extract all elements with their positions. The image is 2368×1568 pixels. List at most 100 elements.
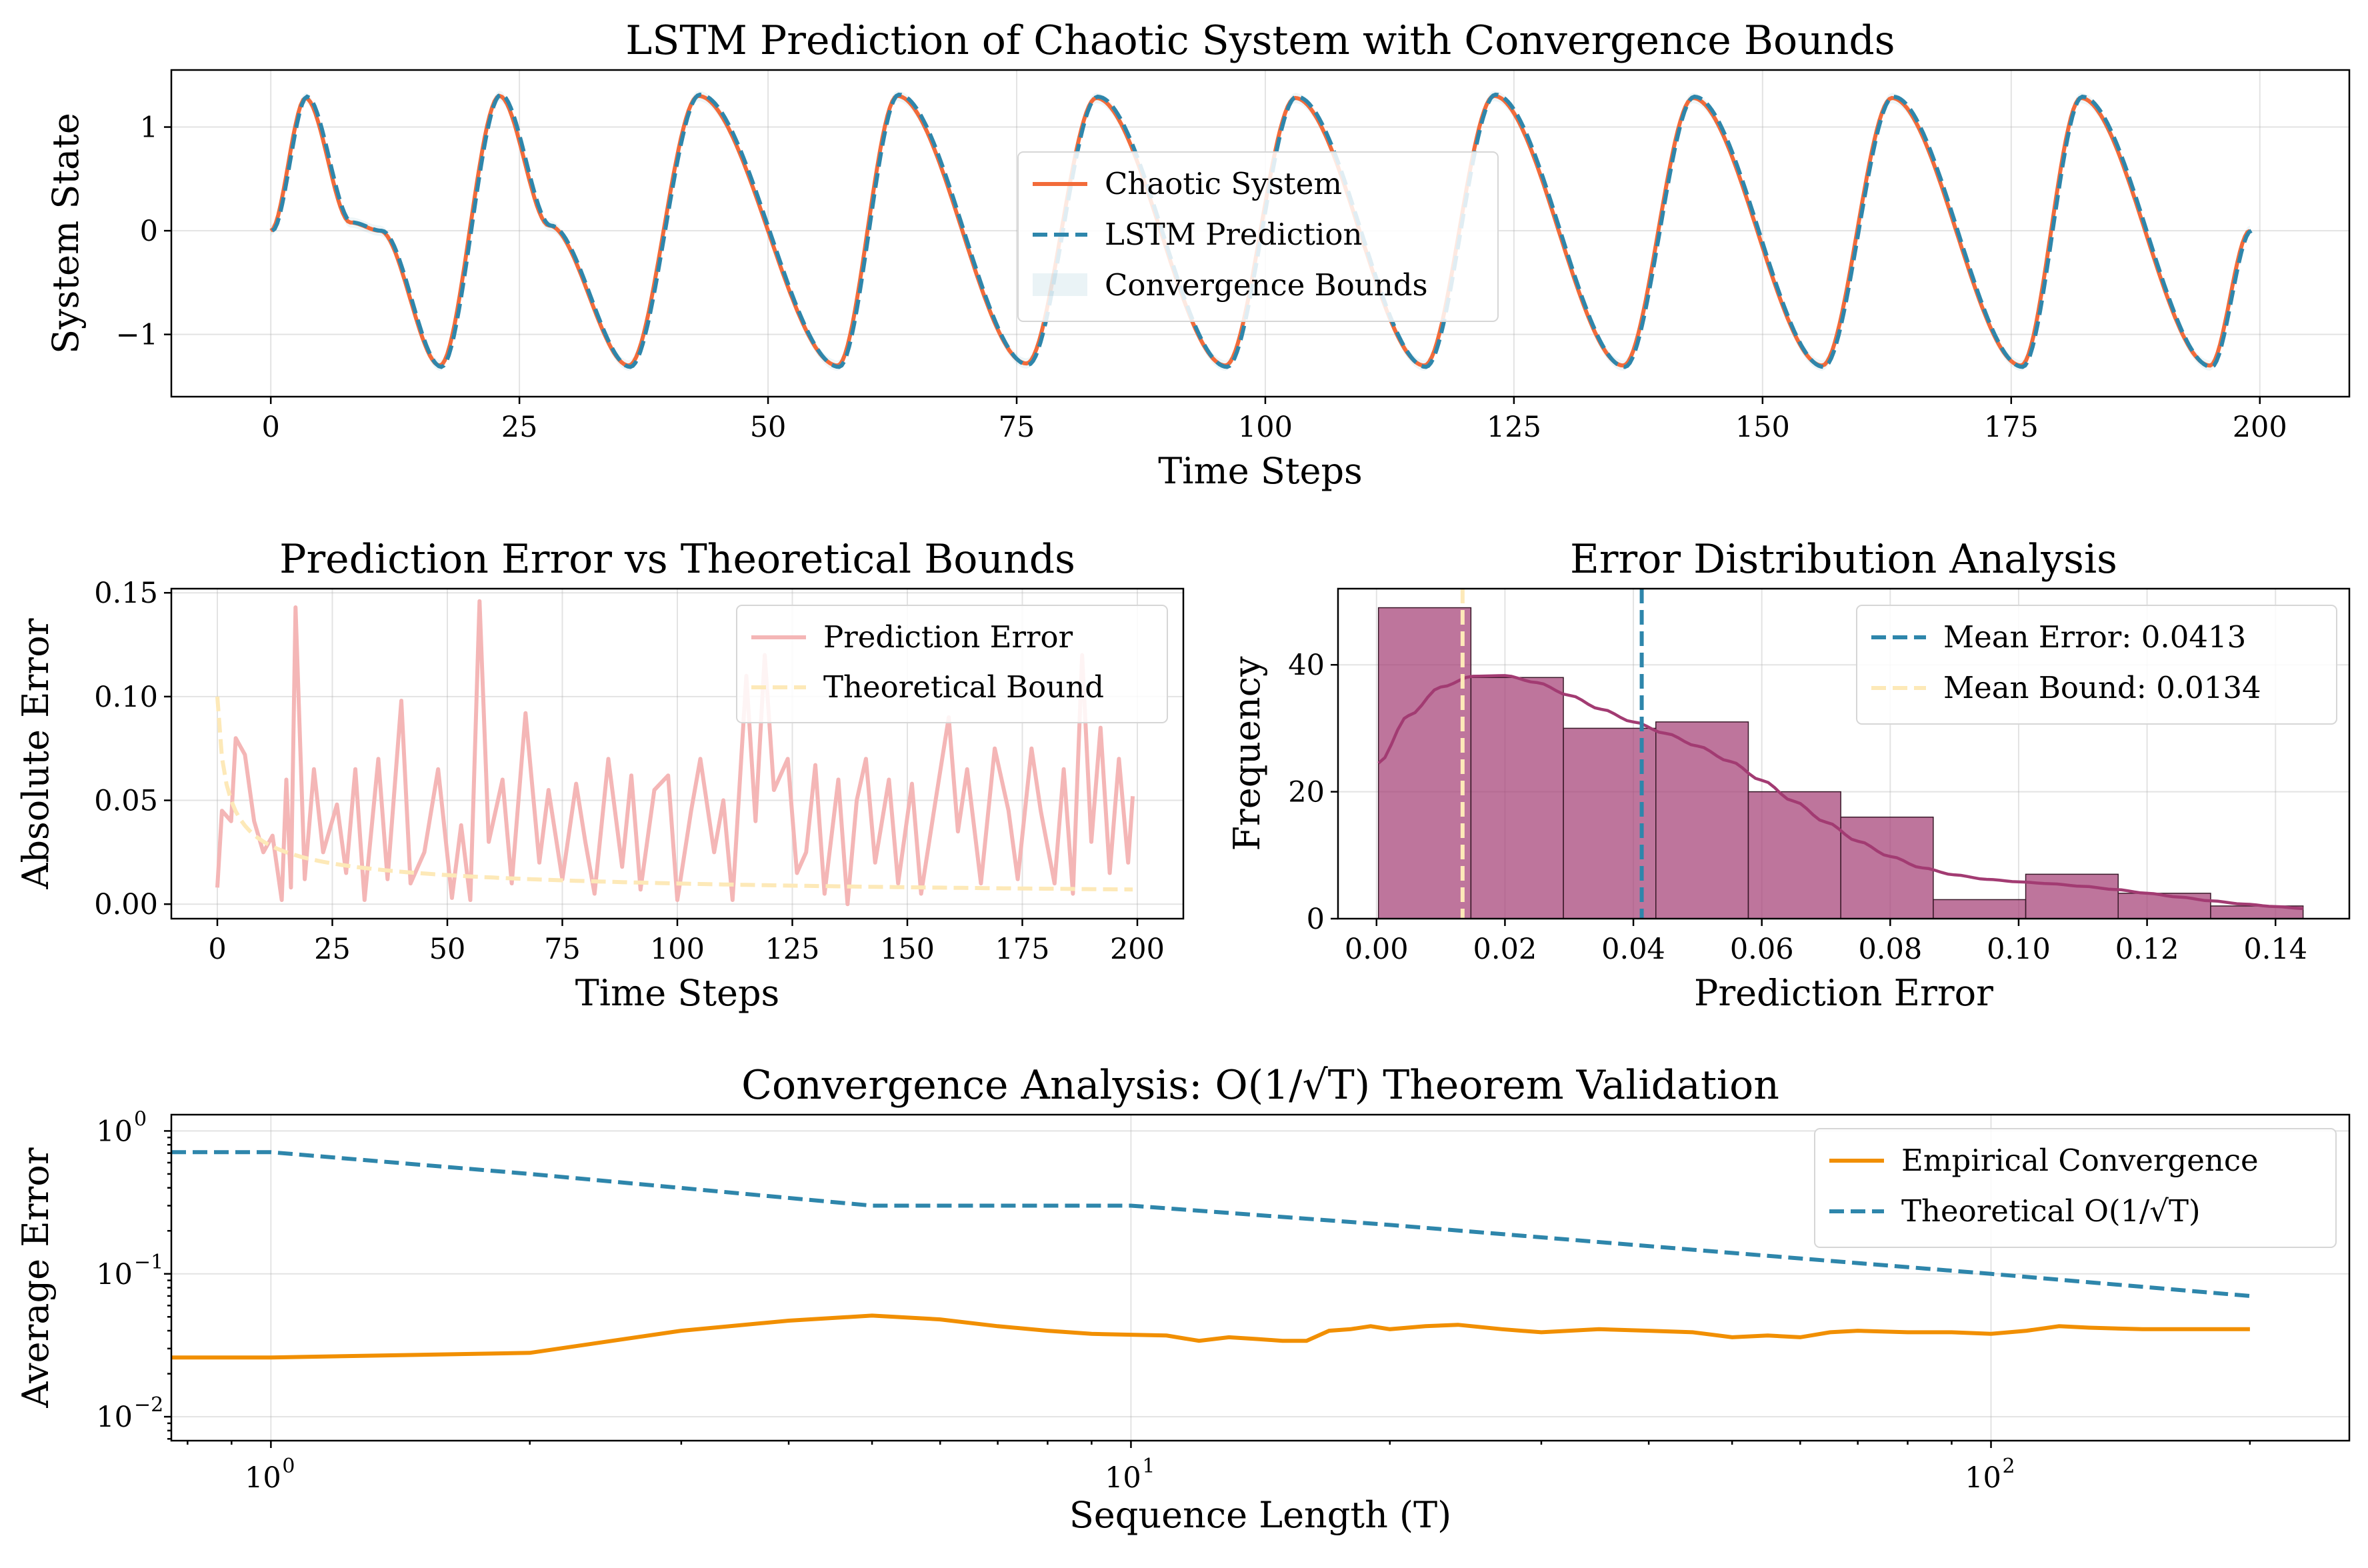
legend-box	[736, 605, 1168, 723]
x-tick-exponent: 0	[282, 1455, 295, 1478]
axes-frame	[170, 587, 1185, 920]
x-tick-label: 125	[765, 933, 819, 966]
x-tick-label: 175	[995, 933, 1049, 966]
legend-label: Theoretical Bound	[823, 669, 1104, 705]
legend-label: Mean Bound: 0.0134	[1943, 670, 2261, 705]
x-tick-label: 0.08	[1858, 933, 1922, 966]
y-tick-label: 40	[1288, 649, 1325, 682]
legend-swatch	[1033, 273, 1087, 296]
legend: Mean Error: 0.0413 Mean Bound: 0.0134	[1856, 605, 2337, 725]
y-tick-label: 10	[96, 1401, 133, 1434]
x-tick-label: 100	[650, 933, 705, 966]
x-tick-label: 150	[1735, 411, 1790, 444]
x-tick-label: 175	[1984, 411, 2039, 444]
chart-middle-right: 0.00 0.02 0.04 0.06 0.08 0.10 0.12 0.14 0 20 40 Err…	[1226, 536, 2351, 1014]
x-tick-label: 125	[1487, 411, 1541, 444]
axes-frame	[170, 1113, 2351, 1442]
gridlines	[171, 589, 1183, 919]
x-tick-label: 0.02	[1473, 933, 1537, 966]
y-tick-label: 0.10	[94, 681, 158, 714]
x-tick-label: 10	[245, 1461, 281, 1495]
x-tick-label: 10	[1965, 1461, 2001, 1495]
chart-title: LSTM Prediction of Chaotic System with C…	[625, 17, 1895, 64]
y-tick-label: 0	[140, 215, 158, 248]
x-tick-label: 50	[750, 411, 787, 444]
plot-area	[1377, 589, 2304, 919]
y-tick-label: 0.00	[94, 888, 158, 921]
histogram-bar	[1747, 791, 1841, 919]
x-tick-label: 0.14	[2243, 933, 2307, 966]
histogram-bar	[1470, 677, 1564, 919]
x-axis-label: Time Steps	[1158, 450, 1363, 492]
chart-top: 0 25 50 75 100 125 150 175 200 −1 0 1 LSTM Predictio…	[45, 17, 2351, 492]
x-tick-label: 25	[314, 933, 351, 966]
kde-curve	[1377, 674, 2303, 911]
x-axis-label: Time Steps	[575, 972, 780, 1014]
y-axis-label: Absolute Error	[15, 618, 57, 889]
theoretical-bound-line	[215, 696, 1133, 892]
chart-middle-left: 0 25 50 75 100 125 150 175 200 0.00 0.05 0.10 0.15 Pr…	[15, 536, 1185, 1014]
x-tick-label: 50	[429, 933, 466, 966]
axes-frame	[170, 69, 2351, 398]
legend: Empirical Convergence Theoretical O(1/√T)	[1814, 1128, 2337, 1248]
x-tick-label: 200	[2233, 411, 2287, 444]
axes-frame	[1337, 587, 2351, 920]
x-tick-label: 0.04	[1601, 933, 1665, 966]
y-tick-label: −1	[116, 319, 158, 352]
plot-area	[215, 599, 1135, 907]
histogram-bar	[1933, 899, 2027, 919]
chart-title: Prediction Error vs Theoretical Bounds	[279, 536, 1075, 583]
y-tick-exponent: −2	[134, 1393, 163, 1417]
x-tick-label: 0.10	[1987, 933, 2051, 966]
x-axis-label: Sequence Length (T)	[1069, 1494, 1451, 1536]
histogram-bar	[1377, 607, 1472, 919]
legend-box	[1856, 605, 2337, 725]
legend-box	[1814, 1128, 2337, 1248]
y-tick-label: 0	[1307, 903, 1325, 936]
legend-label: Chaotic System	[1105, 166, 1342, 201]
y-axis-label: System State	[45, 113, 87, 354]
x-tick-label: 100	[1238, 411, 1293, 444]
histogram-bar	[2025, 873, 2119, 919]
histogram-bar	[1655, 721, 1749, 919]
x-tick-label: 10	[1105, 1461, 1141, 1495]
x-tick-label: 25	[501, 411, 538, 444]
y-tick-label: 20	[1288, 776, 1325, 809]
legend-label: LSTM Prediction	[1105, 217, 1362, 252]
prediction-error-line	[215, 599, 1135, 907]
x-axis-label: Prediction Error	[1694, 972, 1993, 1014]
legend-label: Convergence Bounds	[1105, 267, 1428, 303]
y-tick-label: 0.05	[94, 785, 158, 818]
legend-label: Mean Error: 0.0413	[1943, 619, 2246, 655]
y-axis-label: Frequency	[1226, 656, 1268, 851]
plot-area	[171, 1150, 2251, 1360]
x-tick-label: 0	[208, 933, 226, 966]
legend: Chaotic System LSTM Prediction Convergence…	[1017, 151, 1499, 322]
legend-label: Theoretical O(1/√T)	[1901, 1193, 2201, 1229]
theoretical-convergence-line	[171, 1150, 2251, 1298]
legend-label: Empirical Convergence	[1901, 1143, 2259, 1178]
gridlines	[171, 70, 2349, 397]
x-tick-label: 150	[880, 933, 935, 966]
legend-box	[1017, 151, 1499, 322]
y-tick-label: 10	[96, 1258, 133, 1291]
x-tick-label: 75	[999, 411, 1035, 444]
histogram-bar	[2117, 893, 2211, 919]
y-tick-label: 10	[96, 1115, 133, 1148]
x-tick-label: 0.00	[1345, 933, 1409, 966]
x-tick-exponent: 2	[2003, 1455, 2015, 1478]
chart-title: Error Distribution Analysis	[1570, 536, 2117, 583]
y-tick-label: 1	[140, 111, 158, 145]
x-tick-label: 0.12	[2115, 933, 2179, 966]
x-tick-label: 200	[1110, 933, 1165, 966]
x-tick-label: 0.06	[1730, 933, 1794, 966]
x-tick-label: 75	[544, 933, 581, 966]
x-tick-exponent: 1	[1142, 1455, 1155, 1478]
empirical-convergence-line	[171, 1313, 2250, 1360]
y-tick-label: 0.15	[94, 577, 158, 610]
chart-title: Convergence Analysis: O(1/√T) Theorem Va…	[741, 1062, 1779, 1109]
y-tick-exponent: 0	[134, 1107, 147, 1131]
legend: Prediction Error Theoretical Bound	[736, 605, 1168, 723]
